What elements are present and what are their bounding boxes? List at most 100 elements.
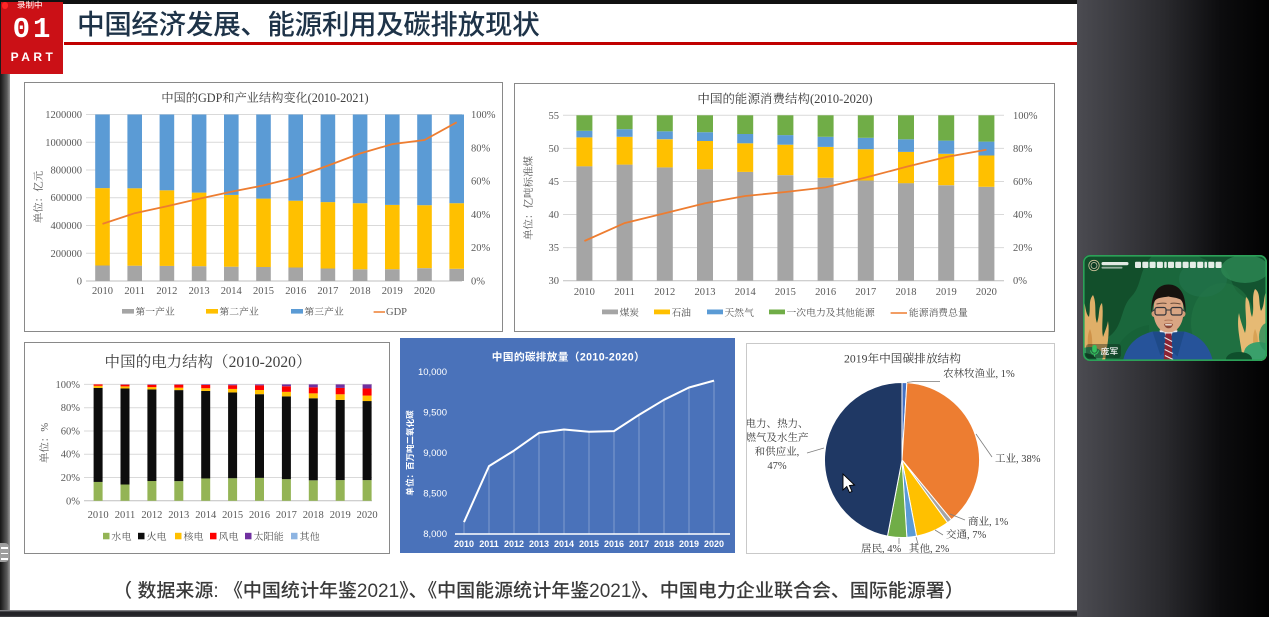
svg-text:60%: 60% <box>61 427 81 438</box>
svg-text:一次电力及其他能源: 一次电力及其他能源 <box>787 307 875 319</box>
svg-text:1000000: 1000000 <box>45 138 82 149</box>
svg-text:其他: 其他 <box>300 531 321 543</box>
svg-text:2013: 2013 <box>529 539 549 549</box>
svg-text:0%: 0% <box>66 496 80 507</box>
svg-text:中国的碳排放量（2010-2020）: 中国的碳排放量（2010-2020） <box>492 351 645 364</box>
svg-text:石油: 石油 <box>672 307 692 319</box>
svg-text:2011: 2011 <box>124 286 145 297</box>
svg-text:47%: 47% <box>767 461 787 472</box>
svg-text:2020: 2020 <box>414 286 435 297</box>
svg-text:2020: 2020 <box>357 510 378 521</box>
svg-text:2011: 2011 <box>479 539 499 549</box>
svg-text:核电: 核电 <box>184 531 204 543</box>
svg-text:2015: 2015 <box>222 510 243 521</box>
svg-text:农林牧渔业, 1%: 农林牧渔业, 1% <box>943 368 1015 380</box>
svg-text:第二产业: 第二产业 <box>220 306 259 318</box>
svg-text:40: 40 <box>549 210 560 221</box>
svg-text:10,000: 10,000 <box>418 367 447 378</box>
svg-text:20%: 20% <box>471 243 491 254</box>
svg-text:和供应业,: 和供应业, <box>755 445 800 458</box>
svg-text:2015: 2015 <box>775 287 796 298</box>
svg-text:0: 0 <box>77 277 82 288</box>
svg-text:2018: 2018 <box>303 510 324 521</box>
svg-text:0%: 0% <box>471 277 485 288</box>
svg-text:单位：百万吨二氧化碳: 单位：百万吨二氧化碳 <box>405 410 415 496</box>
svg-text:GDP: GDP <box>386 307 407 318</box>
svg-text:20%: 20% <box>1013 243 1033 254</box>
svg-text:60%: 60% <box>1013 177 1033 188</box>
svg-text:2019年中国碳排放结构: 2019年中国碳排放结构 <box>844 353 961 366</box>
svg-text:风电: 风电 <box>219 531 239 543</box>
svg-text:9,500: 9,500 <box>423 408 447 419</box>
svg-text:2010: 2010 <box>92 286 113 297</box>
svg-text:2013: 2013 <box>695 287 716 298</box>
svg-text:200000: 200000 <box>51 249 83 260</box>
svg-text:2017: 2017 <box>276 510 297 521</box>
svg-text:2018: 2018 <box>896 287 917 298</box>
svg-text:35: 35 <box>549 243 560 254</box>
svg-text:单位：%: 单位：% <box>39 423 51 463</box>
svg-text:水电: 水电 <box>111 531 132 543</box>
svg-text:居民, 4%: 居民, 4% <box>861 543 901 554</box>
svg-text:8,500: 8,500 <box>423 489 447 500</box>
svg-text:商业, 1%: 商业, 1% <box>968 515 1008 528</box>
svg-text:单位：亿吨标准煤: 单位：亿吨标准煤 <box>523 156 535 240</box>
svg-text:2016: 2016 <box>285 286 306 297</box>
svg-text:火电: 火电 <box>147 531 167 543</box>
svg-text:8,000: 8,000 <box>423 529 447 540</box>
svg-text:2017: 2017 <box>629 539 649 549</box>
svg-text:100%: 100% <box>1013 111 1038 122</box>
svg-text:2019: 2019 <box>679 539 699 549</box>
svg-text:能源消费总量: 能源消费总量 <box>909 307 968 319</box>
svg-text:燃气及水生产: 燃气及水生产 <box>747 431 809 444</box>
svg-text:100%: 100% <box>471 110 496 121</box>
svg-text:2012: 2012 <box>654 287 675 298</box>
svg-text:2014: 2014 <box>735 287 757 298</box>
svg-text:20%: 20% <box>61 473 81 484</box>
svg-text:2010: 2010 <box>574 287 595 298</box>
svg-text:其他, 2%: 其他, 2% <box>909 542 949 554</box>
svg-text:天然气: 天然气 <box>725 307 755 319</box>
svg-text:0%: 0% <box>1013 276 1027 287</box>
svg-text:单位：亿元: 单位：亿元 <box>33 170 45 223</box>
svg-text:2019: 2019 <box>936 287 957 298</box>
svg-text:30: 30 <box>549 276 560 287</box>
svg-text:2015: 2015 <box>579 539 599 549</box>
svg-text:2010: 2010 <box>454 539 474 549</box>
svg-text:2011: 2011 <box>115 510 136 521</box>
svg-text:800000: 800000 <box>51 166 83 177</box>
svg-text:2017: 2017 <box>317 286 338 297</box>
svg-text:2016: 2016 <box>249 510 270 521</box>
svg-text:2015: 2015 <box>253 286 274 297</box>
svg-text:交通, 7%: 交通, 7% <box>946 529 986 541</box>
svg-text:2019: 2019 <box>382 286 403 297</box>
svg-text:2016: 2016 <box>604 539 624 549</box>
svg-text:60%: 60% <box>471 177 491 188</box>
svg-text:2013: 2013 <box>189 286 210 297</box>
svg-text:80%: 80% <box>1013 144 1033 155</box>
svg-text:中国的电力结构（2010-2020）: 中国的电力结构（2010-2020） <box>105 353 312 371</box>
svg-text:80%: 80% <box>471 143 491 154</box>
svg-text:2013: 2013 <box>168 510 189 521</box>
svg-text:45: 45 <box>549 177 560 188</box>
svg-text:2012: 2012 <box>504 539 524 549</box>
svg-text:2010: 2010 <box>88 510 109 521</box>
svg-text:2017: 2017 <box>855 287 876 298</box>
svg-text:2016: 2016 <box>815 287 836 298</box>
svg-text:2018: 2018 <box>654 539 674 549</box>
svg-text:电力、热力、: 电力、热力、 <box>747 418 809 430</box>
svg-text:第三产业: 第三产业 <box>305 306 344 318</box>
svg-text:40%: 40% <box>1013 210 1033 221</box>
svg-text:80%: 80% <box>61 403 81 414</box>
svg-text:1200000: 1200000 <box>45 110 82 121</box>
svg-text:2014: 2014 <box>221 286 243 297</box>
svg-text:2012: 2012 <box>156 286 177 297</box>
svg-text:2020: 2020 <box>976 287 997 298</box>
svg-text:中国的能源消费结构(2010-2020): 中国的能源消费结构(2010-2020) <box>698 92 873 106</box>
svg-text:2014: 2014 <box>554 539 574 549</box>
svg-text:第一产业: 第一产业 <box>136 306 175 318</box>
svg-text:50: 50 <box>549 144 560 155</box>
svg-text:2011: 2011 <box>614 287 635 298</box>
svg-text:40%: 40% <box>471 210 491 221</box>
svg-text:2019: 2019 <box>330 510 351 521</box>
